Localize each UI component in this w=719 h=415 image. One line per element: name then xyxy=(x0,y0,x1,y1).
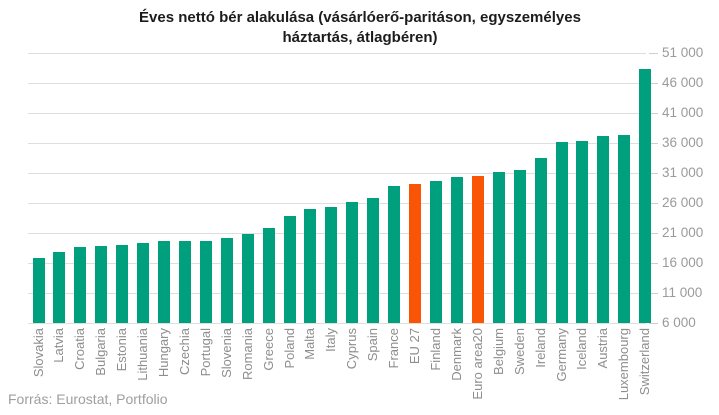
x-label-lithuania: Lithuania xyxy=(135,328,151,381)
bar-estonia xyxy=(116,245,129,323)
bar-greece xyxy=(262,227,275,323)
x-label-italy: Italy xyxy=(323,328,339,352)
bar-belgium xyxy=(492,171,505,323)
y-tick-label: 26 000 xyxy=(662,195,704,210)
bar-luxembourg xyxy=(618,134,631,323)
bar-lithuania xyxy=(137,242,150,323)
x-label-croatia: Croatia xyxy=(72,328,88,370)
x-label-sweden: Sweden xyxy=(511,328,527,375)
x-label-portugal: Portugal xyxy=(197,328,213,377)
y-axis-tick xyxy=(649,233,658,234)
x-label-switzerland: Switzerland xyxy=(637,328,653,396)
x-label-spain: Spain xyxy=(365,328,381,362)
chart-title-line2: háztartás, átlagbéren) xyxy=(282,29,438,46)
bar-sweden xyxy=(513,170,526,323)
x-label-germany: Germany xyxy=(553,328,569,382)
y-tick-label: 51 000 xyxy=(662,45,704,60)
y-tick-label: 46 000 xyxy=(662,75,704,90)
x-label-belgium: Belgium xyxy=(490,328,506,375)
bar-hungary xyxy=(158,241,171,323)
y-axis-tick xyxy=(649,53,658,54)
y-axis-tick xyxy=(649,83,658,84)
gridline xyxy=(28,83,646,84)
x-label-hungary: Hungary xyxy=(156,328,172,378)
bar-spain xyxy=(367,198,380,323)
y-tick-label: 16 000 xyxy=(662,255,704,270)
y-axis-tick xyxy=(649,113,658,114)
y-tick-label: 31 000 xyxy=(662,165,704,180)
y-tick-label: 11 000 xyxy=(662,285,703,300)
x-label-slovenia: Slovenia xyxy=(218,328,234,378)
gridline xyxy=(28,323,646,324)
x-label-bulgaria: Bulgaria xyxy=(93,328,109,376)
x-label-france: France xyxy=(386,328,402,369)
bar-latvia xyxy=(53,252,66,323)
bar-ireland xyxy=(534,158,547,323)
y-axis-tick xyxy=(649,323,658,324)
x-label-austria: Austria xyxy=(595,328,611,369)
bar-switzerland xyxy=(639,69,652,323)
y-tick-label: 41 000 xyxy=(662,105,704,120)
bar-croatia xyxy=(74,246,87,323)
x-label-eu-27: EU 27 xyxy=(407,328,423,365)
bar-slovakia xyxy=(32,257,45,323)
bar-malta xyxy=(304,209,317,323)
bar-finland xyxy=(429,181,442,323)
bar-slovenia xyxy=(220,237,233,323)
x-label-slovakia: Slovakia xyxy=(30,328,46,378)
y-tick-label: 36 000 xyxy=(662,135,704,150)
bar-romania xyxy=(241,233,254,323)
chart-title: Éves nettó bér alakulása (vásárlóerő-par… xyxy=(60,8,660,48)
x-label-czechia: Czechia xyxy=(176,328,192,375)
y-axis-tick xyxy=(649,263,658,264)
bar-italy xyxy=(325,207,338,323)
x-label-poland: Poland xyxy=(281,328,297,369)
x-label-iceland: Iceland xyxy=(574,328,590,370)
gridline xyxy=(28,203,646,204)
bar-poland xyxy=(283,215,296,323)
bar-bulgaria xyxy=(95,245,108,323)
x-label-estonia: Estonia xyxy=(114,328,130,372)
y-tick-label: 6 000 xyxy=(662,315,696,330)
y-axis-tick xyxy=(649,293,658,294)
bar-germany xyxy=(555,141,568,323)
x-label-ireland: Ireland xyxy=(532,328,548,368)
y-tick-label: 21 000 xyxy=(662,225,704,240)
gridline xyxy=(28,53,646,54)
bar-euro-area20 xyxy=(471,176,484,323)
x-label-romania: Romania xyxy=(239,328,255,381)
bar-eu-27 xyxy=(409,184,422,323)
bar-iceland xyxy=(576,140,589,323)
x-label-euro-area20: Euro area20 xyxy=(469,328,485,400)
x-label-luxembourg: Luxembourg xyxy=(616,328,632,401)
bar-denmark xyxy=(450,177,463,323)
x-label-denmark: Denmark xyxy=(448,328,464,381)
bar-czechia xyxy=(178,240,191,323)
x-label-finland: Finland xyxy=(427,328,443,371)
chart-title-line1: Éves nettó bér alakulása (vásárlóerő-par… xyxy=(139,9,581,26)
y-axis-tick xyxy=(649,203,658,204)
x-label-latvia: Latvia xyxy=(51,328,67,363)
plot-area: 51 000 46 000 41 000 36 000 31 000 26 000 21 0… xyxy=(28,45,703,400)
bar-france xyxy=(388,186,401,323)
x-label-malta: Malta xyxy=(302,328,318,360)
source-caption: Forrás: Eurostat, Portfolio xyxy=(8,391,168,407)
bar-austria xyxy=(597,135,610,323)
x-label-cyprus: Cyprus xyxy=(344,328,360,370)
y-axis-tick xyxy=(649,143,658,144)
y-axis-tick xyxy=(649,173,658,174)
gridline xyxy=(28,143,646,144)
x-label-greece: Greece xyxy=(260,328,276,371)
bar-cyprus xyxy=(346,202,359,323)
gridline xyxy=(28,173,646,174)
bar-portugal xyxy=(199,240,212,323)
gridline xyxy=(28,113,646,114)
